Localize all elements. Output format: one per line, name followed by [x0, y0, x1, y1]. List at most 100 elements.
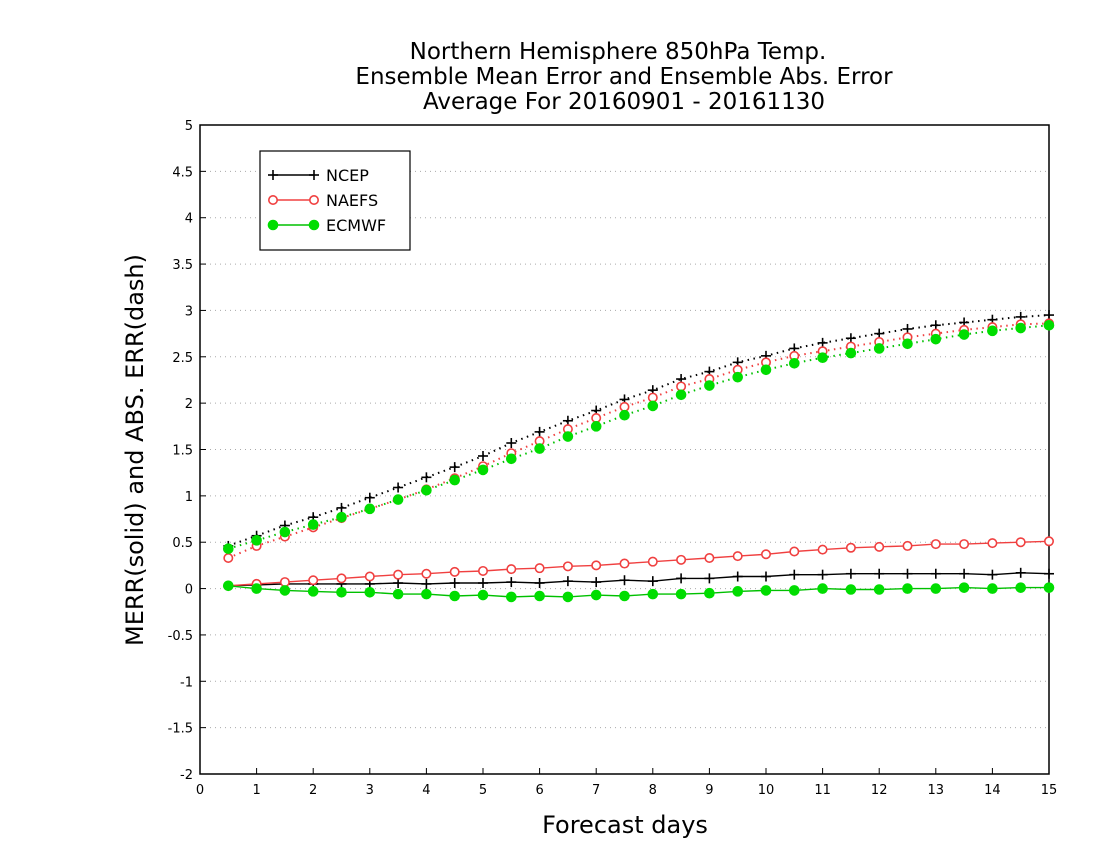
ncep-merr-point	[930, 568, 941, 579]
chart-title-line-3: Average For 20160901 - 20161130	[423, 89, 825, 115]
ncep-merr-point	[845, 568, 856, 579]
ecmwf-abs-err-point	[873, 343, 885, 354]
series-ncep	[223, 310, 1054, 591]
naefs-merr-point	[930, 539, 941, 550]
naefs-merr-point	[449, 566, 460, 577]
ncep-merr-point	[562, 576, 573, 587]
x-tick-label: 14	[984, 783, 1001, 798]
legend-marker-start	[267, 219, 279, 231]
legend-label: NAEFS	[326, 191, 378, 210]
naefs-merr-point	[732, 551, 743, 562]
gridlines	[200, 170, 1049, 729]
ecmwf-merr-point	[760, 585, 772, 596]
y-tick-label: -2	[180, 768, 193, 783]
y-tick-label: 2	[185, 397, 193, 412]
ecmwf-abs-err-point	[307, 519, 319, 530]
legend-marker-end	[308, 219, 320, 231]
y-tick-label: 3	[185, 304, 193, 319]
ncep-merr-line	[228, 572, 1050, 587]
y-axis-ticks: -2 -1.5 -1 -0.5 0 0.5 1 1.5 2 2.5 3 3.5 4 4.5 5	[168, 119, 206, 783]
naefs-merr-point	[704, 552, 715, 563]
ncep-abs-err-point	[421, 472, 432, 483]
ncep-abs-err-point	[845, 333, 856, 344]
ecmwf-merr-point	[421, 588, 432, 600]
ncep-abs-err-point	[364, 492, 375, 503]
ecmwf-merr-point	[1015, 582, 1027, 593]
ecmwf-abs-err-point	[477, 464, 489, 476]
ncep-merr-point	[449, 578, 460, 589]
ecmwf-abs-err-point	[619, 409, 630, 421]
ecmwf-abs-err-point	[958, 329, 970, 340]
ecmwf-abs-err-point	[364, 503, 376, 515]
naefs-abs-err-point	[647, 392, 658, 403]
x-tick-label: 10	[758, 783, 775, 798]
ecmwf-merr-point	[987, 583, 998, 594]
ncep-merr-point	[619, 575, 630, 586]
ecmwf-merr-point	[534, 590, 545, 602]
naefs-merr-point	[1044, 536, 1055, 547]
y-tick-label: 0.5	[172, 536, 193, 551]
ncep-merr-point	[732, 571, 743, 582]
legend-marker-end	[308, 195, 319, 206]
y-tick-label: 4	[185, 212, 193, 227]
y-tick-label: 1.5	[172, 444, 193, 459]
ecmwf-abs-err-point	[817, 352, 828, 364]
naefs-merr-point	[308, 575, 319, 586]
x-tick-label: 7	[592, 783, 600, 798]
ecmwf-abs-err-point	[392, 494, 404, 505]
ncep-abs-err-point	[336, 502, 347, 513]
y-tick-label: 2.5	[172, 351, 193, 366]
ncep-merr-point	[506, 577, 517, 588]
ncep-merr-point	[789, 569, 800, 580]
ncep-merr-point	[393, 578, 404, 589]
ecmwf-merr-point	[477, 589, 489, 601]
ecmwf-merr-point	[449, 590, 461, 602]
naefs-merr-point	[987, 538, 998, 549]
x-tick-label: 1	[252, 783, 260, 798]
legend-item-ecmwf: ECMWF	[267, 216, 386, 235]
ecmwf-merr-point	[732, 586, 744, 597]
naefs-merr-point	[591, 560, 602, 571]
ncep-merr-point	[874, 568, 885, 579]
ecmwf-abs-err-point	[675, 389, 687, 401]
ecmwf-abs-err-point	[732, 371, 744, 383]
naefs-merr-point	[959, 539, 970, 550]
ncep-merr-point	[1015, 567, 1026, 578]
ncep-abs-err-point	[506, 438, 517, 449]
y-axis-label: MERR(solid) and ABS. ERR(dash)	[121, 254, 149, 646]
ecmwf-abs-err-point	[987, 325, 998, 337]
x-tick-label: 2	[309, 783, 317, 798]
legend-item-ncep: NCEP	[268, 166, 369, 185]
ecmwf-merr-point	[619, 590, 630, 602]
ecmwf-abs-err-point	[590, 421, 602, 432]
chart-title-line-1: Northern Hemisphere 850hPa Temp.	[410, 39, 827, 65]
ecmwf-abs-err-point	[704, 380, 715, 391]
series-naefs	[223, 318, 1055, 591]
ecmwf-merr-point	[307, 586, 319, 597]
legend-marker-start	[267, 195, 278, 206]
ecmwf-abs-err-point	[562, 431, 574, 442]
ecmwf-abs-err-point	[930, 333, 942, 345]
ecmwf-abs-err-point	[279, 526, 291, 538]
ecmwf-merr-point	[336, 586, 347, 598]
ncep-merr-point	[647, 576, 658, 587]
naefs-merr-point	[902, 540, 913, 551]
ecmwf-merr-point	[902, 583, 913, 594]
ecmwf-merr-point	[506, 591, 517, 603]
ecmwf-merr-point	[590, 589, 602, 601]
ecmwf-abs-err-point	[760, 364, 772, 376]
naefs-merr-point	[845, 542, 856, 553]
ecmwf-merr-point	[364, 586, 376, 598]
ecmwf-merr-point	[251, 583, 262, 594]
ncep-abs-err-point	[478, 450, 488, 461]
naefs-merr-point	[364, 571, 375, 582]
ncep-abs-err-point	[902, 323, 913, 334]
ncep-abs-err-point	[874, 328, 885, 339]
naefs-merr-point	[874, 541, 885, 552]
naefs-merr-line	[228, 540, 1050, 587]
naefs-merr-point	[619, 558, 630, 569]
x-axis-ticks: 0 1 2 3 4 5 6 7 8 9 10 11 12 13 14 15	[196, 768, 1057, 798]
naefs-abs-err-point	[676, 381, 687, 392]
x-tick-label: 5	[479, 783, 487, 798]
